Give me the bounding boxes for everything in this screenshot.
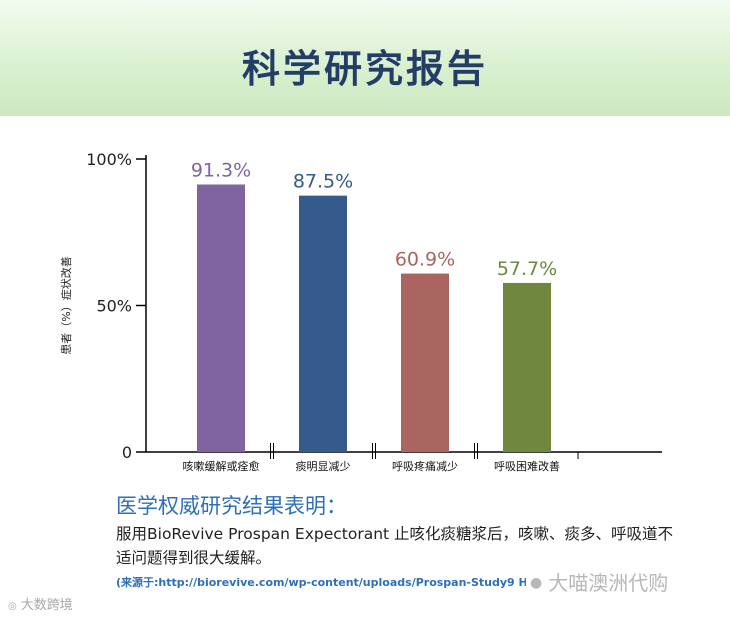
y-tick-label: 100%	[86, 150, 132, 169]
bar	[401, 273, 449, 452]
watermark-left: ◎ 大数跨境	[8, 594, 73, 613]
watermark-right-text: 大喵澳洲代购	[548, 571, 669, 595]
y-tick-label: 0	[122, 443, 132, 462]
y-axis-title: 患者（%）症状改善	[59, 256, 73, 354]
bar-value-label: 60.9%	[395, 249, 455, 271]
x-tick-label: 咳嗽缓解或痊愈	[183, 459, 260, 473]
wechat-icon: ●	[530, 575, 543, 591]
logo-icon: ◎	[8, 601, 17, 612]
page-title: 科学研究报告	[241, 47, 488, 91]
bar-value-label: 57.7%	[497, 258, 557, 280]
watermark-left-text: 大数跨境	[20, 598, 73, 613]
bar	[503, 282, 551, 452]
bar-chart: 0 50% 100% 患者（%）症状改善 91.3% 咳嗽缓解或痊愈 87.5% 痰明显减少 6…	[59, 150, 662, 473]
source-note: (来源于:http://biorevive.com/wp-content/upl…	[116, 576, 526, 589]
x-tick-label: 痰明显减少	[296, 459, 351, 473]
bar-value-label: 87.5%	[293, 171, 353, 193]
x-tick-label: 呼吸困难改善	[494, 459, 560, 473]
bar	[299, 195, 347, 452]
bar	[197, 184, 245, 452]
header-banner: 科学研究报告	[0, 0, 730, 116]
x-tick-label: 呼吸疼痛减少	[392, 459, 458, 473]
watermark-right: ● 大喵澳洲代购	[530, 567, 668, 596]
y-tick-label: 50%	[96, 297, 132, 316]
bar-value-label: 91.3%	[191, 159, 251, 181]
findings-title: 医学权威研究结果表明：	[116, 494, 347, 518]
findings-body: 服用BioRevive Prospan Expectorant 止咳化痰糖浆后，…	[116, 525, 674, 567]
